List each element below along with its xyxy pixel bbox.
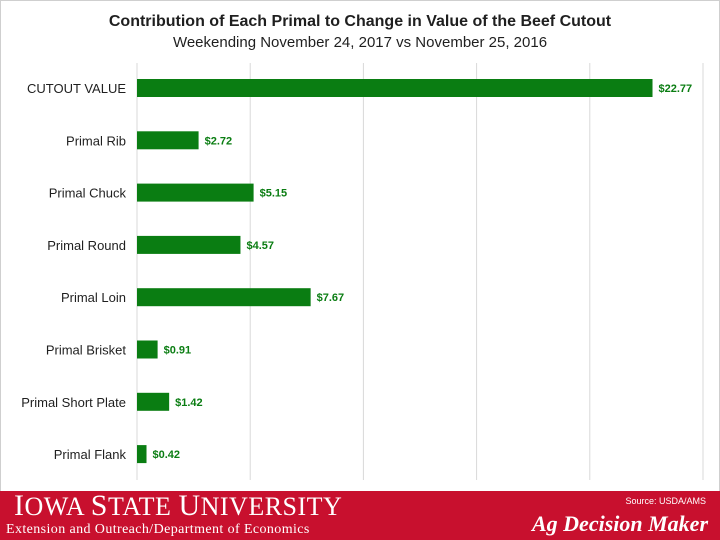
footer-banner: IOWA STATE UNIVERSITY Extension and Outr… — [0, 489, 720, 540]
data-label-2: $5.15 — [260, 188, 288, 200]
category-label-7: Primal Flank — [54, 447, 127, 462]
category-label-6: Primal Short Plate — [21, 395, 126, 410]
bar-6 — [137, 392, 170, 411]
category-label-1: Primal Rib — [66, 133, 126, 148]
category-label-4: Primal Loin — [61, 290, 126, 305]
bar-4 — [137, 288, 311, 307]
bar-5 — [137, 340, 158, 359]
category-label-0: CUTOUT VALUE — [27, 81, 126, 96]
data-label-1: $2.72 — [205, 135, 233, 147]
data-label-4: $7.67 — [317, 292, 345, 304]
bar-7 — [137, 445, 147, 464]
category-label-5: Primal Brisket — [46, 343, 127, 358]
data-label-3: $4.57 — [246, 240, 274, 252]
category-label-2: Primal Chuck — [49, 186, 127, 201]
chart-subtitle: Weekending November 24, 2017 vs November… — [172, 34, 548, 51]
data-label-5: $0.91 — [164, 345, 192, 357]
bar-1 — [137, 131, 199, 150]
university-wordmark: IOWA STATE UNIVERSITY — [14, 489, 343, 522]
chart-title: Contribution of Each Primal to Change in… — [108, 13, 612, 30]
bar-0 — [137, 79, 653, 97]
data-label-7: $0.42 — [153, 449, 181, 461]
department-text: Extension and Outreach/Department of Eco… — [6, 522, 310, 537]
brand-logo: Ag Decision Maker — [532, 511, 708, 536]
bar-chart: CUTOUT VALUE $22.77 Primal Rib $2.72 Primal … — [21, 63, 704, 480]
data-label-0: $22.77 — [659, 83, 693, 95]
bar-2 — [137, 183, 254, 202]
category-label-3: Primal Round — [47, 238, 126, 253]
bar-3 — [137, 235, 241, 254]
source-note: Source: USDA/AMS — [625, 496, 706, 506]
data-label-6: $1.42 — [175, 397, 203, 409]
